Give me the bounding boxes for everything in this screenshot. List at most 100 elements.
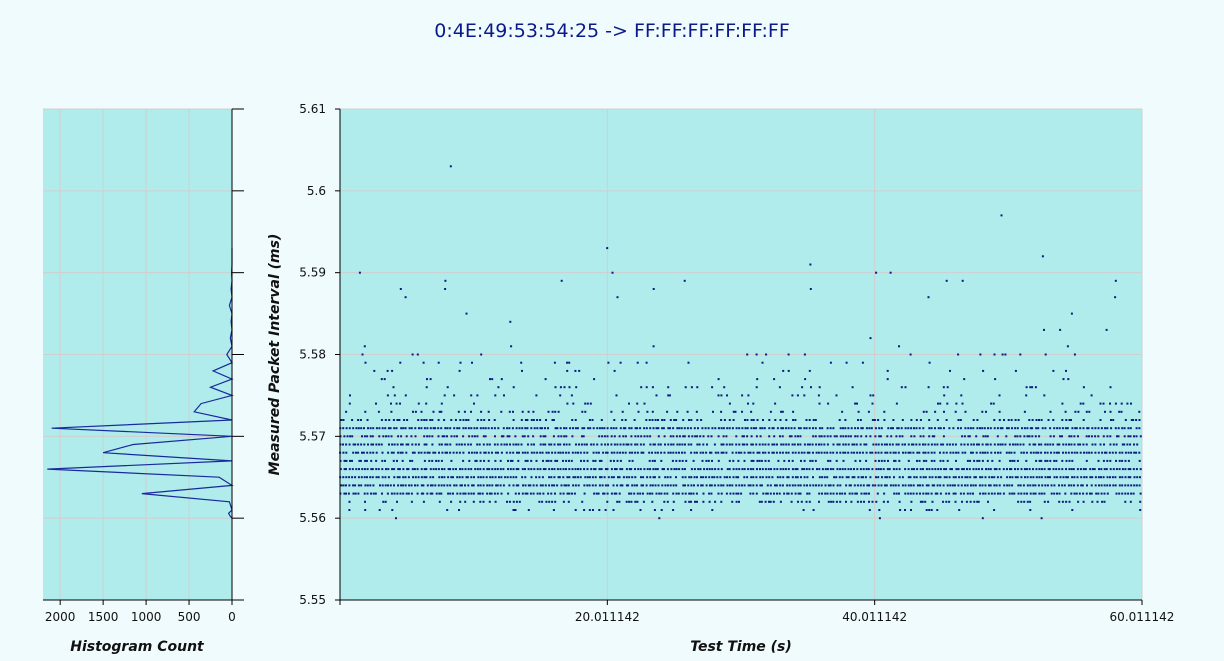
scatter-point [502,427,505,430]
scatter-point [434,484,437,487]
scatter-point [856,402,858,405]
scatter-point [357,443,360,446]
scatter-point [1070,492,1073,495]
scatter-point [509,459,512,462]
scatter-point [946,443,949,446]
scatter-point [566,361,569,364]
scatter-point [482,427,485,430]
scatter-point [1099,419,1102,421]
scatter-point [474,468,477,471]
scatter-point [675,435,678,438]
scatter-point [814,419,817,421]
scatter-point [898,345,900,348]
scatter-point [1094,476,1097,479]
scatter-point [832,484,835,487]
scatter-point [562,492,565,495]
scatter-point [854,427,857,430]
scatter-point [462,451,465,454]
scatter-point [768,476,771,479]
scatter-point [398,419,401,421]
scatter-point [586,484,589,487]
scatter-point [1127,468,1130,471]
scatter-point [853,476,856,479]
scatter-point [701,484,704,487]
scatter-point [702,476,705,479]
scatter-point [473,476,475,479]
scatter-point [423,468,426,471]
scatter-point [904,386,907,389]
scatter-point [663,500,666,503]
scatter-point [636,484,638,487]
scatter-point [910,435,913,438]
scatter-point [720,500,723,503]
scatter-point [1053,427,1056,430]
scatter-point [663,492,666,495]
scatter-point [982,492,985,495]
scatter-point [860,500,862,503]
scatter-point [1129,476,1132,479]
scatter-point [370,468,373,471]
scatter-point [1076,484,1079,487]
scatter-point [976,500,979,503]
scatter-point [1109,476,1111,479]
scatter-point [440,427,443,430]
scatter-point [845,476,848,479]
scatter-point [1065,500,1068,503]
scatter-point [820,435,823,438]
scatter-point [1110,419,1112,421]
scatter-point [1035,459,1038,462]
scatter-point [829,435,832,438]
scatter-point [660,492,663,495]
scatter-point [462,492,465,495]
scatter-point [425,386,428,389]
scatter-point [377,476,380,479]
scatter-point [803,443,806,446]
scatter-point [651,451,653,454]
scatter-point [997,492,999,495]
scatter-point [1068,459,1071,462]
scatter-point [664,484,667,487]
scatter-point [1056,443,1059,446]
scatter-point [726,394,728,397]
scatter-point [1105,468,1108,471]
scatter-point [1035,419,1038,421]
scatter-point [720,443,723,446]
scatter-point [512,484,515,487]
scatter-point [808,492,811,495]
scatter-point [706,443,708,446]
scatter-point [435,459,438,462]
scatter-point [669,451,672,454]
scatter-point [912,492,915,495]
scatter-point [884,484,886,487]
scatter-point [539,492,542,495]
scatter-point [859,484,862,487]
scatter-point [1032,468,1034,471]
scatter-point [616,443,619,446]
scatter-point [461,468,464,471]
scatter-point [832,451,835,454]
scatter-point [443,435,446,438]
scatter-point [1053,451,1056,454]
scatter-point [827,484,830,487]
scatter-point [755,386,758,389]
scatter-point [925,492,928,495]
scatter-point [346,435,349,438]
scatter-point [462,435,465,438]
scatter-point [690,476,693,479]
scatter-point [886,500,889,503]
scatter-point [818,443,820,446]
scatter-point [915,419,918,421]
scatter-point [372,492,375,495]
scatter-point [512,386,515,389]
scatter-point [827,500,830,503]
scatter-point [1129,500,1132,503]
scatter-point [557,443,560,446]
scatter-point [577,476,579,479]
scatter-point [657,443,660,446]
scatter-point [1056,427,1059,430]
scatter-point [449,468,452,471]
scatter-point [511,427,514,430]
scatter-point [396,500,398,503]
scatter-point [494,459,497,462]
